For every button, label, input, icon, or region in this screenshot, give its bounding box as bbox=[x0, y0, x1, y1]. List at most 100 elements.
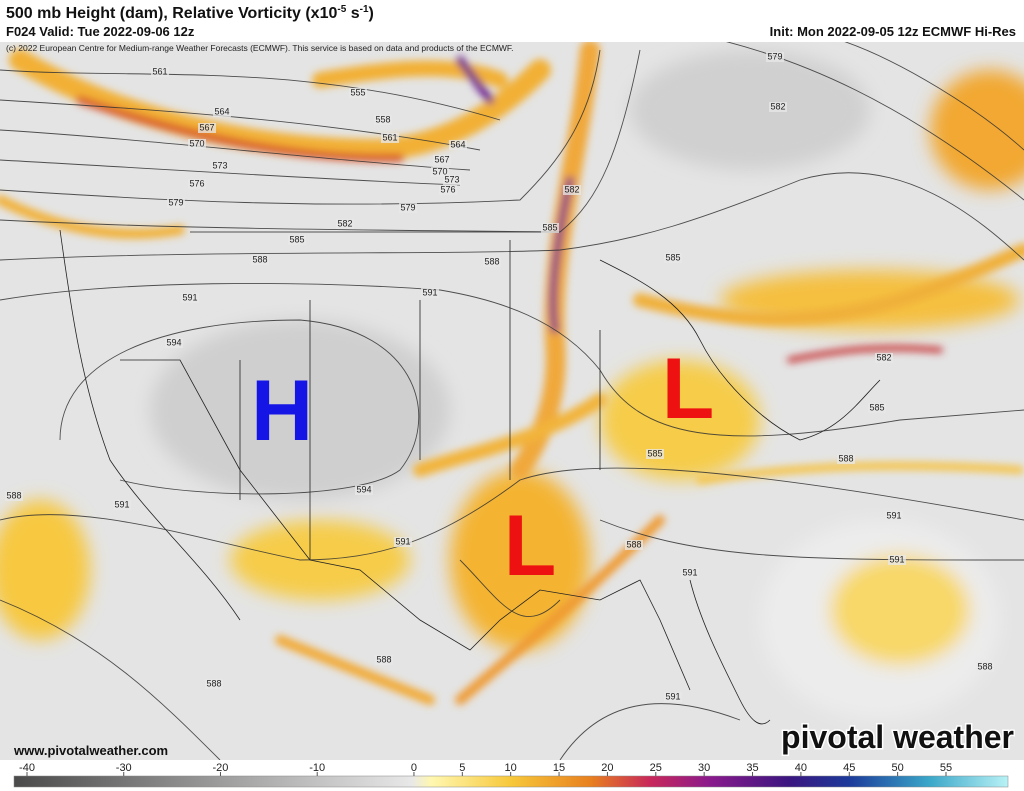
colorbar-tick-label: -10 bbox=[309, 762, 325, 774]
colorbar-tick-label: 20 bbox=[601, 762, 613, 774]
logo: pivotal weather bbox=[781, 719, 1014, 755]
contour-label: 573 bbox=[212, 160, 227, 170]
contour-label-bg bbox=[769, 102, 787, 112]
contour-label-bg bbox=[766, 52, 784, 62]
contour-label: 591 bbox=[665, 691, 680, 701]
colorbar-tick-label: 35 bbox=[746, 762, 758, 774]
contour-label-bg bbox=[198, 123, 216, 133]
contour-label-bg bbox=[421, 288, 439, 298]
contour-label-bg bbox=[394, 537, 412, 547]
contour-label: 588 bbox=[376, 654, 391, 664]
contour-label: 561 bbox=[382, 132, 397, 142]
borders bbox=[59, 229, 881, 725]
pressure-center: L bbox=[662, 341, 715, 437]
contour-label-bg bbox=[541, 223, 559, 233]
contour-label-bg bbox=[113, 500, 131, 510]
colorbar-tick-label: 10 bbox=[505, 762, 517, 774]
contour-label-bg bbox=[355, 485, 373, 495]
contour-label: 591 bbox=[889, 554, 904, 564]
contour-labels: 5615555585645675615645705675705735735765… bbox=[5, 51, 994, 702]
contour-label: 564 bbox=[214, 106, 229, 116]
contour-label-bg bbox=[563, 185, 581, 195]
contour-label: 594 bbox=[166, 337, 181, 347]
contour-label: 588 bbox=[626, 539, 641, 549]
contour-label: 564 bbox=[450, 139, 465, 149]
contour-label-bg bbox=[5, 491, 23, 501]
contour-label: 582 bbox=[564, 184, 579, 194]
contour-label: 576 bbox=[189, 178, 204, 188]
contour-label-bg bbox=[349, 88, 367, 98]
contour-label: 579 bbox=[400, 202, 415, 212]
pressure-center: L bbox=[504, 498, 557, 594]
vorticity-bands bbox=[0, 42, 1024, 705]
colorbar-tick-label: 15 bbox=[553, 762, 565, 774]
contour-label: 573 bbox=[444, 174, 459, 184]
contour-label: 570 bbox=[432, 166, 447, 176]
contour-label: 585 bbox=[542, 222, 557, 232]
contour-label: 591 bbox=[422, 287, 437, 297]
contour-label-bg bbox=[188, 179, 206, 189]
contour-label: 591 bbox=[182, 292, 197, 302]
title: 500 mb Height (dam), Relative Vorticity … bbox=[6, 4, 374, 22]
colorbar-tick-label: 40 bbox=[795, 762, 807, 774]
colorbar-tick-label: -20 bbox=[213, 762, 229, 774]
colorbar-tick-label: 45 bbox=[843, 762, 855, 774]
copyright: (c) 2022 European Centre for Medium-rang… bbox=[6, 43, 514, 53]
contour-label: 582 bbox=[337, 218, 352, 228]
contour-label: 567 bbox=[434, 154, 449, 164]
contour-label-bg bbox=[288, 235, 306, 245]
colorbar-tick-label: 50 bbox=[892, 762, 904, 774]
contour-label: 591 bbox=[114, 499, 129, 509]
colorbar-tick-label: 30 bbox=[698, 762, 710, 774]
contour-label-bg bbox=[165, 338, 183, 348]
contour-label-bg bbox=[251, 255, 269, 265]
contour-label: 582 bbox=[876, 352, 891, 362]
init-time: Init: Mon 2022-09-05 12z ECMWF Hi-Res bbox=[770, 24, 1016, 39]
contour-label-bg bbox=[167, 198, 185, 208]
title-exponent: -5 bbox=[337, 4, 346, 15]
pressure-center: H bbox=[251, 363, 313, 459]
contour-label: 555 bbox=[350, 87, 365, 97]
colorbar-tick-label: 25 bbox=[650, 762, 662, 774]
contour-label-bg bbox=[837, 454, 855, 464]
contour-label-bg bbox=[433, 155, 451, 165]
contour-label: 588 bbox=[977, 661, 992, 671]
contour-label-bg bbox=[976, 662, 994, 672]
title-unit-exponent: -1 bbox=[360, 4, 369, 15]
contour-label-bg bbox=[443, 175, 461, 185]
contour-label: 579 bbox=[767, 51, 782, 61]
title-unit: s bbox=[346, 5, 359, 22]
contour-label: 570 bbox=[189, 138, 204, 148]
contour-label: 585 bbox=[289, 234, 304, 244]
contour-label-bg bbox=[888, 555, 906, 565]
contour-label: 585 bbox=[665, 252, 680, 262]
contour-label: 591 bbox=[682, 567, 697, 577]
contour-label-bg bbox=[625, 540, 643, 550]
map: 5615555585645675615645705675705735735765… bbox=[0, 42, 1024, 760]
contour-label: 567 bbox=[199, 122, 214, 132]
contour-label-bg bbox=[875, 353, 893, 363]
contour-label: 576 bbox=[440, 184, 455, 194]
contour-label-bg bbox=[868, 403, 886, 413]
contour-label-bg bbox=[188, 139, 206, 149]
contour-label-bg bbox=[449, 140, 467, 150]
colorbar-tick-label: 0 bbox=[411, 762, 417, 774]
colorbar-scale bbox=[13, 775, 1009, 788]
contour-label: 588 bbox=[6, 490, 21, 500]
contour-label-bg bbox=[439, 185, 457, 195]
contour-label-bg bbox=[375, 655, 393, 665]
colorbar: -40 -30 -20 -10 0 5 10 15 20 25 30 35 40 45 50 55 bbox=[13, 762, 1009, 788]
pressure-centers: H L L bbox=[251, 341, 714, 594]
contour-label-bg bbox=[664, 692, 682, 702]
contour-label-bg bbox=[431, 167, 449, 177]
contour-label: 588 bbox=[484, 256, 499, 266]
contour-label-bg bbox=[205, 679, 223, 689]
colorbar-tick-label: -30 bbox=[116, 762, 132, 774]
contour-label: 588 bbox=[206, 678, 221, 688]
height-contours bbox=[0, 42, 1024, 760]
contour-label-bg bbox=[646, 449, 664, 459]
contour-label-bg bbox=[181, 293, 199, 303]
contour-label: 582 bbox=[770, 101, 785, 111]
contour-label-bg bbox=[151, 67, 169, 77]
colorbar-tick-label: 55 bbox=[940, 762, 952, 774]
